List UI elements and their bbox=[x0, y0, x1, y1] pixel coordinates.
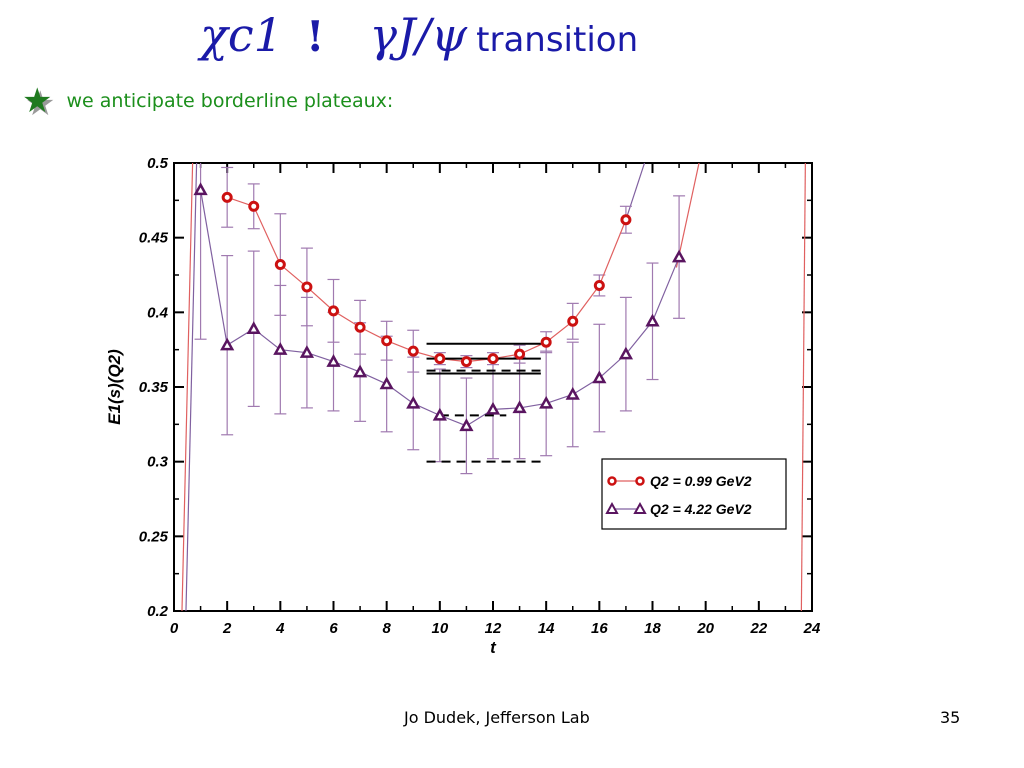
series2-point bbox=[379, 376, 394, 390]
series1-line bbox=[226, 196, 627, 363]
x-tick-label: 2 bbox=[222, 620, 232, 637]
edge-curve bbox=[185, 163, 198, 611]
y-tick-label: 0.2 bbox=[147, 603, 169, 620]
series2-point bbox=[299, 345, 315, 358]
plateau-chart: 0 2 4 6 8 10 12 14 16 18 20 22 240.20.250.30.350.40.… bbox=[105, 155, 821, 657]
title-gamma-jpsi: γJ/ψ bbox=[369, 8, 468, 62]
series2-point bbox=[485, 401, 501, 415]
x-tick-label: 22 bbox=[749, 620, 767, 637]
series1-point bbox=[407, 345, 419, 357]
x-tick-label: 6 bbox=[329, 620, 338, 637]
series1-point bbox=[593, 279, 605, 291]
series1-point bbox=[221, 191, 233, 203]
legend-entry-2: Q2 = 4.22 GeV2 bbox=[650, 501, 752, 517]
title-arrow-symbol: ! bbox=[306, 12, 325, 61]
edge-curve bbox=[675, 163, 700, 268]
y-tick-label: 0.45 bbox=[139, 230, 169, 247]
x-tick-label: 20 bbox=[696, 620, 714, 637]
bullet-text: we anticipate borderline plateaux: bbox=[66, 90, 394, 112]
x-tick-label: 18 bbox=[644, 620, 661, 637]
series1-point bbox=[248, 200, 260, 212]
series2-point bbox=[326, 354, 341, 367]
edge-curve bbox=[181, 163, 194, 611]
series1-point bbox=[274, 259, 286, 271]
bullet-point: ★ we anticipate borderline plateaux: bbox=[22, 84, 393, 118]
series2-point bbox=[193, 182, 208, 196]
series2-point bbox=[512, 400, 527, 414]
legend-box bbox=[601, 458, 787, 530]
x-tick-label: 14 bbox=[538, 620, 555, 637]
x-tick-label: 8 bbox=[382, 620, 391, 637]
edge-curve bbox=[800, 163, 806, 611]
series1-point bbox=[381, 335, 393, 347]
star-icon: ★ bbox=[22, 81, 53, 121]
series2-point bbox=[406, 395, 421, 409]
y-tick-label: 0.4 bbox=[147, 304, 169, 321]
y-tick-label: 0.3 bbox=[147, 454, 169, 471]
series2-point bbox=[671, 249, 687, 263]
x-tick-label: 16 bbox=[591, 620, 608, 637]
page-number: 35 bbox=[940, 708, 961, 727]
series2-point bbox=[352, 364, 368, 378]
legend-marker bbox=[635, 476, 645, 486]
series1-point bbox=[620, 214, 632, 226]
series1-point bbox=[540, 336, 552, 348]
series1-point bbox=[301, 281, 313, 293]
y-tick-label: 0.25 bbox=[139, 528, 169, 545]
x-tick-label: 4 bbox=[275, 620, 285, 637]
series1-point bbox=[434, 353, 446, 365]
series1-point bbox=[328, 305, 339, 317]
series1-point bbox=[487, 353, 499, 365]
series1-point bbox=[514, 348, 526, 360]
title-chi-symbol: χc1 bbox=[200, 8, 283, 62]
y-tick-label: 0.5 bbox=[147, 155, 169, 172]
series2-point bbox=[618, 346, 634, 360]
series2-point bbox=[592, 370, 607, 384]
series1-point bbox=[354, 321, 366, 333]
series2-point bbox=[220, 337, 235, 351]
series2-point bbox=[459, 418, 474, 432]
series1-point bbox=[460, 356, 472, 368]
legend-entry-1: Q2 = 0.99 GeV2 bbox=[650, 473, 752, 489]
x-tick-label: 24 bbox=[803, 620, 821, 637]
y-axis-label: E1(s)(Q2) bbox=[105, 349, 124, 425]
slide-title: χc1 ! γJ/ψ transition bbox=[200, 8, 638, 68]
x-tick-label: 0 bbox=[170, 620, 179, 637]
plot-area bbox=[181, 163, 806, 611]
legend-marker bbox=[605, 501, 619, 514]
y-tick-label: 0.35 bbox=[139, 379, 169, 396]
series2-point bbox=[246, 321, 261, 335]
x-axis-label: t bbox=[490, 638, 497, 657]
series2-point bbox=[273, 342, 288, 355]
legend-marker bbox=[607, 476, 617, 486]
title-word: transition bbox=[476, 20, 639, 60]
legend-marker bbox=[633, 501, 647, 514]
series1-point bbox=[567, 315, 579, 327]
series2-point bbox=[432, 407, 447, 421]
x-tick-label: 10 bbox=[431, 620, 448, 637]
series2-point bbox=[645, 313, 660, 327]
series2-point bbox=[565, 386, 580, 400]
series2-point bbox=[539, 395, 554, 409]
footer-author: Jo Dudek, Jefferson Lab bbox=[404, 708, 590, 727]
edge-curve bbox=[625, 163, 646, 220]
x-tick-label: 12 bbox=[485, 620, 502, 637]
